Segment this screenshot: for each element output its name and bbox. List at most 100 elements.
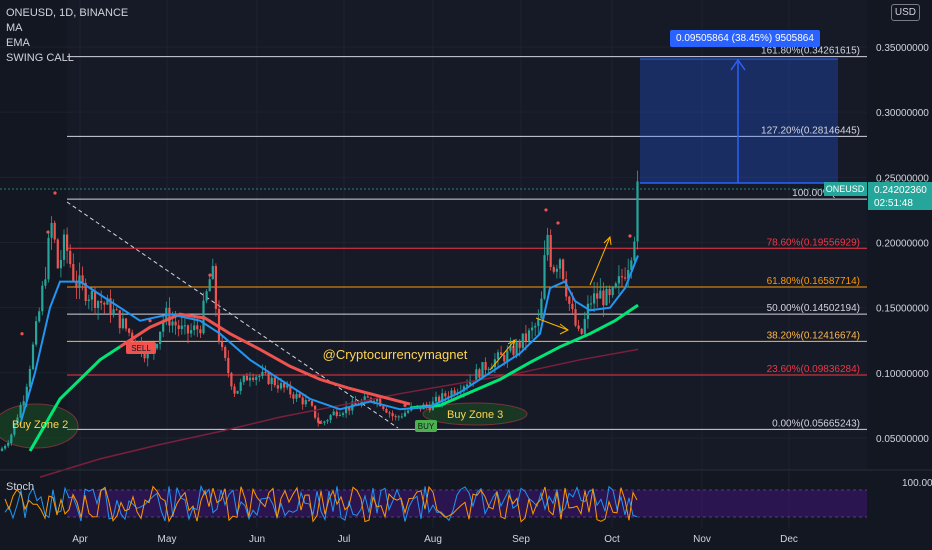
candle-body [323,421,326,423]
candle-body [190,330,193,334]
candle-body [13,423,16,435]
candle-body [527,330,531,341]
stoch-pane: 100.00 [4,478,932,523]
candle-body [118,310,121,329]
annotation-arrows [489,235,612,371]
candle-body [90,290,93,300]
candle-body [596,293,599,299]
candle-body [574,309,577,326]
candle-body [555,268,558,272]
candle-body [239,382,242,391]
buy-zone-3-ellipse [422,402,528,426]
candle-body [500,352,503,355]
legend-ema[interactable]: EMA [6,37,30,49]
up-arrow-2 [589,236,611,286]
candle-body [307,400,310,402]
candle-body [143,353,146,359]
candle-body [388,412,391,414]
x-tick-label: Apr [72,534,88,545]
candle-body [407,410,410,413]
candle-body [221,341,224,348]
fib-level-label: 61.80%(0.16587714) [767,276,860,287]
candle-body [4,445,7,449]
candle-body [317,417,320,423]
candle-body [66,234,69,251]
swing-dot [208,273,212,277]
candle-body [366,396,369,398]
measure-tool[interactable] [640,58,838,184]
candle-body [252,377,255,380]
candle-body [16,417,19,424]
fib-level-label: 78.60%(0.19556929) [767,237,860,248]
long-ma-line [39,348,639,478]
candle-body [87,299,90,301]
candle-body [636,181,639,242]
x-axis[interactable]: Apr May Jun Jul Aug Sep Oct Nov Dec [72,534,798,545]
candle-body [208,279,211,292]
candle-body [475,369,478,382]
candle-body [214,265,217,309]
candle-body [72,264,75,281]
candle-body [382,406,385,409]
candle-body [264,371,267,373]
candle-body [434,396,438,402]
candle-body [428,406,431,411]
candle-body [506,350,509,362]
symbol-title[interactable]: ONEUSD, 1D, BINANCE [6,7,129,19]
candle-body [589,303,593,305]
candle-body [400,416,403,418]
x-tick-label: Jul [338,534,351,545]
fib-retracement[interactable] [67,56,867,430]
candle-body [558,259,562,269]
candle-body [562,259,565,280]
candle-body [103,302,106,305]
candle-body [521,333,524,348]
trend-line-dashed[interactable] [66,201,399,429]
candle-body [131,332,134,341]
buy-zone-2-label: Buy Zone 2 [12,419,68,431]
candle-body [391,413,394,417]
swing-dot [544,208,548,212]
candle-body [28,369,31,387]
candle-body [599,290,602,299]
candle-body [518,342,521,348]
candle-body [341,413,345,415]
candle-body [295,394,298,399]
candle-body [348,406,351,411]
legend-swing-call[interactable]: SWING CALL [6,52,74,64]
candle-body [540,298,543,319]
candle-body [124,318,128,329]
grid [0,0,867,528]
candle-body [128,328,131,333]
candle-body [546,234,549,256]
candle-body [81,275,84,283]
y-axis[interactable]: 0.05000000 0.10000000 0.15000000 0.20000000… [876,43,929,445]
candle-body [171,321,174,326]
candle-body [493,359,496,368]
candle-body [292,394,295,399]
candle-body [248,377,252,381]
candle-body [332,411,335,416]
stoch-legend[interactable]: Stoch [6,481,35,493]
x-tick-label: Aug [424,534,442,545]
candle-body [193,325,196,331]
candle-body [75,280,78,288]
candle-body [53,222,56,240]
candle-body [267,372,270,385]
candle-body [180,325,183,330]
buy-zone-3-label: Buy Zone 3 [447,409,503,421]
sell-badge [126,342,156,354]
candle-body [565,279,568,297]
x-tick-label: Oct [604,534,620,545]
legend-ma[interactable]: MA [6,22,23,34]
candle-body [59,259,62,269]
fib-level-label: 50.00%(0.14502194) [767,303,860,314]
swing-dot [556,221,560,225]
buy-zones [0,402,528,449]
swing-dot [628,234,632,238]
candle-body [47,237,50,280]
candle-body [236,390,239,394]
currency-button[interactable]: USD [890,4,920,21]
candle-body [298,394,301,398]
